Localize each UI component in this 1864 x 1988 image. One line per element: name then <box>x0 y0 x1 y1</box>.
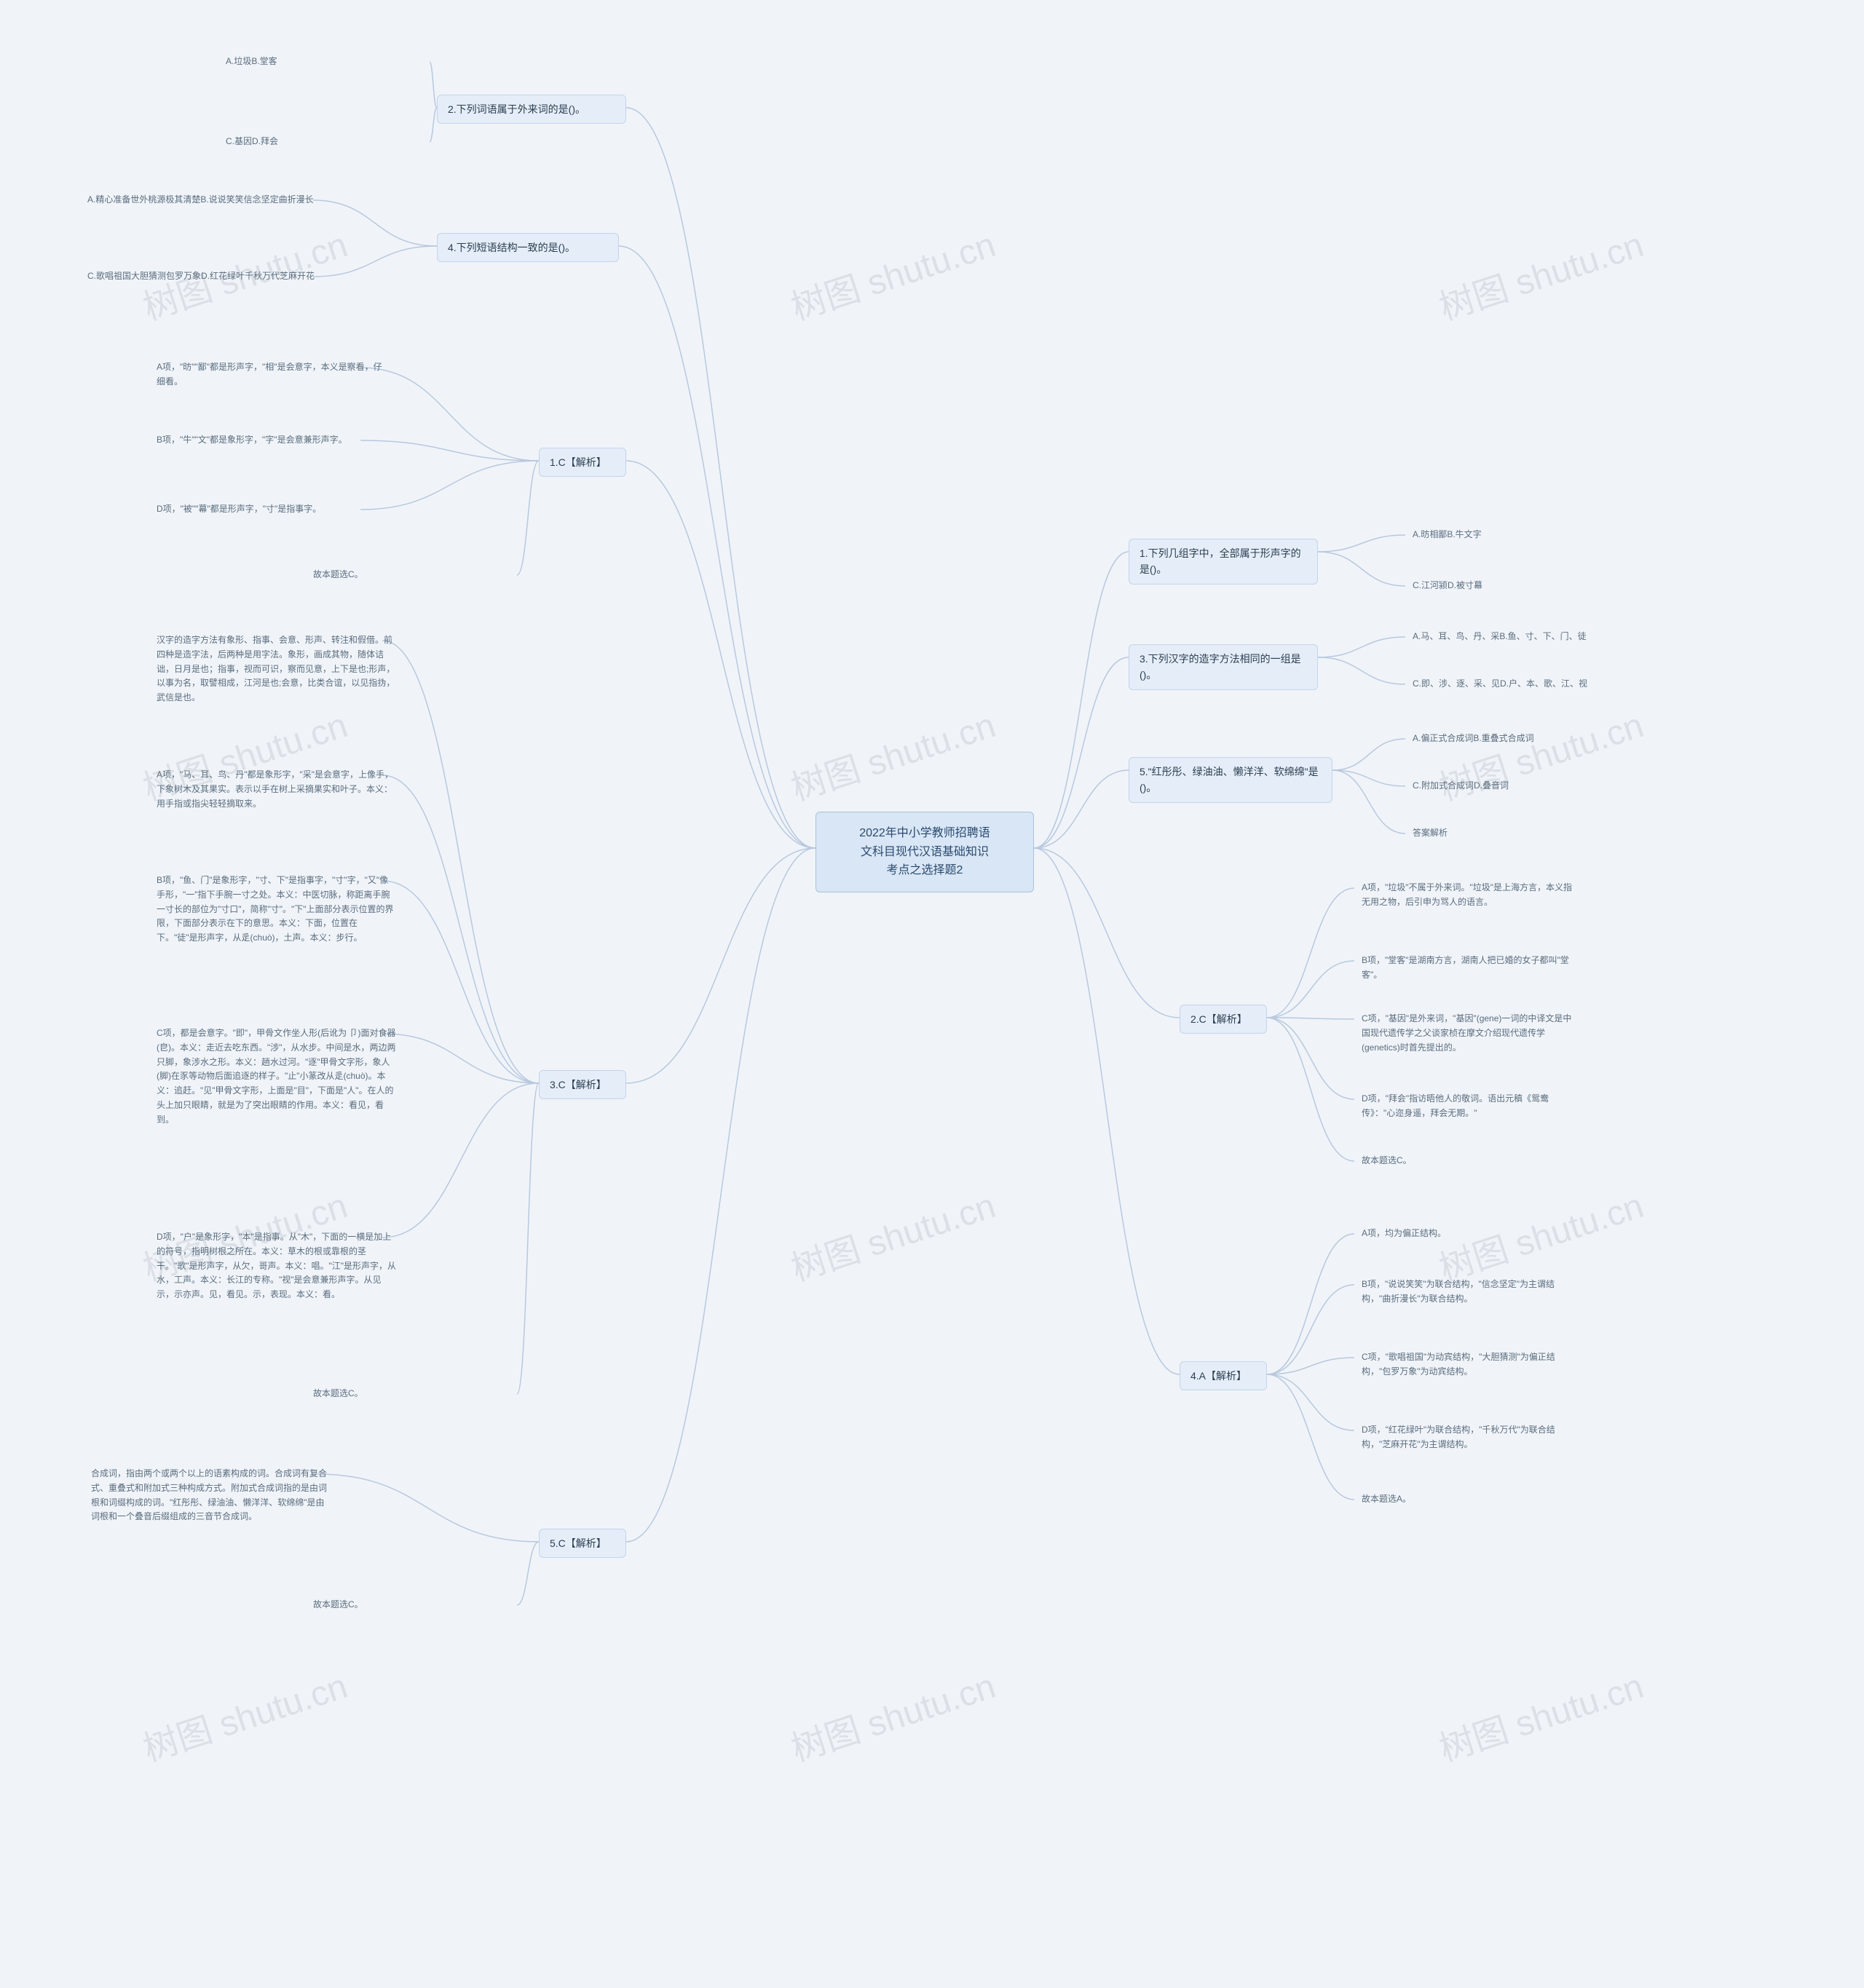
leaf: 故本题选C。 <box>313 1598 363 1612</box>
leaf: 故本题选C。 <box>313 1387 363 1401</box>
branch-q3: 3.下列汉字的造字方法相同的一组是()。 <box>1129 644 1318 690</box>
leaf: A.偏正式合成词B.重叠式合成词 <box>1413 732 1534 746</box>
branch-a5: 5.C【解析】 <box>539 1529 626 1558</box>
leaf: C项，"基因"是外来词，"基因"(gene)一词的中译文是中国现代遗传学之父谈家… <box>1362 1012 1580 1055</box>
leaf: C.基因D.拜会 <box>226 135 278 149</box>
watermark: 树图 shutu.cn <box>135 1658 352 1771</box>
leaf: A项，"马、耳、鸟、丹"都是象形字，"采"是会意字，上像手，下象树木及其果实。表… <box>157 768 397 811</box>
leaf: C.附加式合成词D.叠音词 <box>1413 779 1509 793</box>
leaf: A.垃圾B.堂客 <box>226 55 277 69</box>
branch-q5: 5."红彤彤、绿油油、懒洋洋、软绵绵"是()。 <box>1129 757 1332 803</box>
branch-q2: 2.下列词语属于外来词的是()。 <box>437 95 626 124</box>
leaf: D项，"被""幕"都是形声字，"寸"是指事字。 <box>157 502 321 517</box>
branch-a3: 3.C【解析】 <box>539 1070 626 1099</box>
branch-q1: 1.下列几组字中，全部属于形声字的是()。 <box>1129 539 1318 585</box>
leaf: 故本题选C。 <box>313 568 363 582</box>
branch-a1: 1.C【解析】 <box>539 448 626 477</box>
leaf: 故本题选C。 <box>1362 1154 1412 1168</box>
connector-layer <box>0 0 1864 1988</box>
leaf: B项，"牛""文"都是象形字，"字"是会意兼形声字。 <box>157 433 347 448</box>
leaf: C.江河颍D.被寸幕 <box>1413 579 1482 593</box>
leaf: C项，"歌唱祖国"为动宾结构，"大胆猜测"为偏正结构，"包罗万象"为动宾结构。 <box>1362 1350 1580 1379</box>
watermark: 树图 shutu.cn <box>1431 1177 1648 1291</box>
leaf: 答案解析 <box>1413 826 1448 841</box>
leaf: 合成词，指由两个或两个以上的语素构成的词。合成词有复合式、重叠式和附加式三种构成… <box>91 1467 331 1524</box>
leaf: D项，"户"是象形字，"本"是指事。从"木"，下面的一横是加上的符号，指明树根之… <box>157 1230 397 1302</box>
leaf: D项，"红花绿叶"为联合结构，"千秋万代"为联合结构，"芝麻开花"为主谓结构。 <box>1362 1423 1580 1452</box>
leaf: C项，都是会意字。"即"，甲骨文作坐人形(后讹为 卩)面对食器(皀)。本义：走近… <box>157 1026 397 1128</box>
leaf: A.昉相鄙B.牛文字 <box>1413 528 1482 542</box>
watermark: 树图 shutu.cn <box>1431 1658 1648 1771</box>
watermark: 树图 shutu.cn <box>1431 216 1648 330</box>
branch-a2: 2.C【解析】 <box>1180 1005 1267 1034</box>
watermark: 树图 shutu.cn <box>783 1177 1000 1291</box>
branch-a4: 4.A【解析】 <box>1180 1361 1267 1390</box>
leaf: A.精心准备世外桃源极其清楚B.说说笑笑信念坚定曲折漫长 <box>87 193 314 207</box>
leaf: B项，"说说笑笑"为联合结构，"信念坚定"为主谓结构，"曲折漫长"为联合结构。 <box>1362 1278 1580 1307</box>
watermark: 树图 shutu.cn <box>783 697 1000 810</box>
leaf: 故本题选A。 <box>1362 1492 1411 1507</box>
leaf: A.马、耳、鸟、丹、采B.鱼、寸、下、门、徒 <box>1413 630 1587 644</box>
leaf: D项，"拜会"指访晤他人的敬词。语出元稹《鸳鸯传》："心迩身遥，拜会无期。" <box>1362 1092 1580 1121</box>
leaf: B项，"鱼、门"是象形字，"寸、下"是指事字，"寸"字，"又"像手形，"一"指下… <box>157 874 397 946</box>
leaf: B项，"堂客"是湖南方言，湖南人把已婚的女子都叫"堂客"。 <box>1362 954 1580 983</box>
leaf: A项，"昉""鄙"都是形声字，"相"是会意字，本义是察看，仔细看。 <box>157 360 382 389</box>
leaf: A项，"垃圾"不属于外来词。"垃圾"是上海方言，本义指无用之物，后引申为骂人的语… <box>1362 881 1580 910</box>
branch-q4: 4.下列短语结构一致的是()。 <box>437 233 619 262</box>
leaf: A项，均为偏正结构。 <box>1362 1227 1446 1241</box>
leaf: C.歌唱祖国大胆猜测包罗万象D.红花绿叶千秋万代芝麻开花 <box>87 269 315 284</box>
root-node: 2022年中小学教师招聘语文科目现代汉语基础知识考点之选择题2 <box>816 812 1034 892</box>
leaf: 汉字的造字方法有象形、指事、会意、形声、转注和假借。前四种是造字法，后两种是用字… <box>157 633 397 705</box>
watermark: 树图 shutu.cn <box>783 1658 1000 1771</box>
watermark: 树图 shutu.cn <box>783 216 1000 330</box>
leaf: C.即、涉、逐、采、见D.户、本、歌、江、视 <box>1413 677 1587 692</box>
